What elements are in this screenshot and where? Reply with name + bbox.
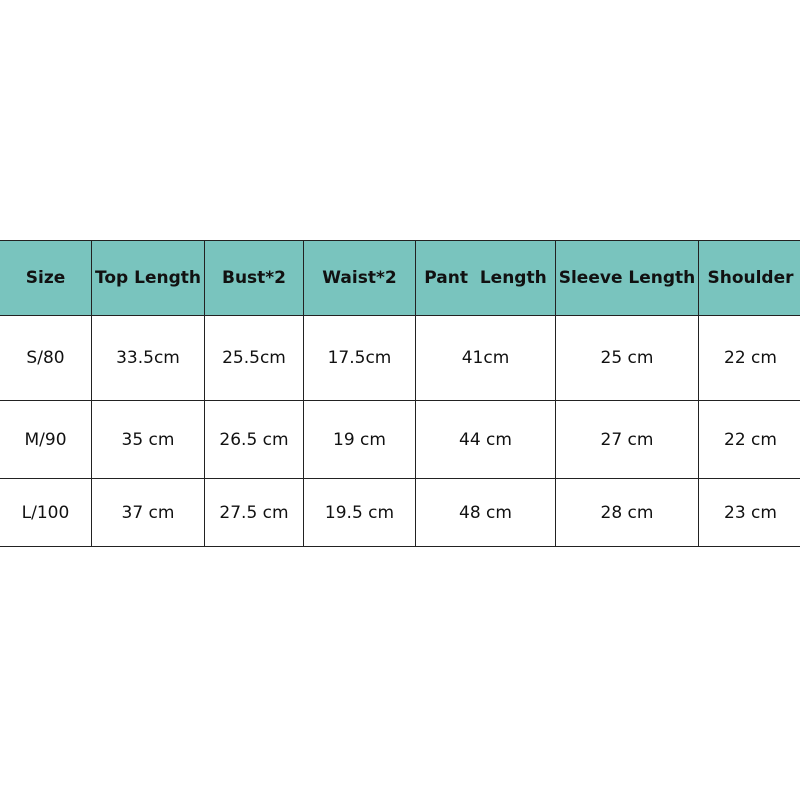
table-row: M/90 35 cm 26.5 cm 19 cm 44 cm 27 cm 22 cm	[0, 400, 800, 479]
table-cell: M/90	[0, 400, 92, 479]
column-header: Shoulder	[698, 240, 800, 316]
size-chart-table: Size Top Length Bust*2 Waist*2 Pant Length Sl…	[0, 240, 800, 547]
table-cell: 27.5 cm	[204, 478, 304, 547]
table-cell: 28 cm	[555, 478, 699, 547]
table-cell: 25 cm	[555, 315, 699, 401]
column-header: Size	[0, 240, 92, 316]
table-cell: 26.5 cm	[204, 400, 304, 479]
table-cell: S/80	[0, 315, 92, 401]
column-header: Top Length	[91, 240, 205, 316]
table-cell: 17.5cm	[303, 315, 416, 401]
table-cell: 27 cm	[555, 400, 699, 479]
table-cell: 19 cm	[303, 400, 416, 479]
header-row: Size Top Length Bust*2 Waist*2 Pant Length Sl…	[0, 240, 800, 316]
table-cell: 25.5cm	[204, 315, 304, 401]
table-cell: 22 cm	[698, 400, 800, 479]
table-cell: 22 cm	[698, 315, 800, 401]
column-header: Waist*2	[303, 240, 416, 316]
column-header: Pant Length	[415, 240, 556, 316]
table-cell: 23 cm	[698, 478, 800, 547]
table-cell: 37 cm	[91, 478, 205, 547]
column-header: Sleeve Length	[555, 240, 699, 316]
table-cell: 48 cm	[415, 478, 556, 547]
table-cell: 41cm	[415, 315, 556, 401]
table-cell: L/100	[0, 478, 92, 547]
table-cell: 33.5cm	[91, 315, 205, 401]
table-cell: 35 cm	[91, 400, 205, 479]
column-header: Bust*2	[204, 240, 304, 316]
table-row: S/80 33.5cm 25.5cm 17.5cm 41cm 25 cm 22 cm	[0, 315, 800, 401]
table-row: L/100 37 cm 27.5 cm 19.5 cm 48 cm 28 cm 23 cm	[0, 478, 800, 547]
table-cell: 19.5 cm	[303, 478, 416, 547]
table-cell: 44 cm	[415, 400, 556, 479]
